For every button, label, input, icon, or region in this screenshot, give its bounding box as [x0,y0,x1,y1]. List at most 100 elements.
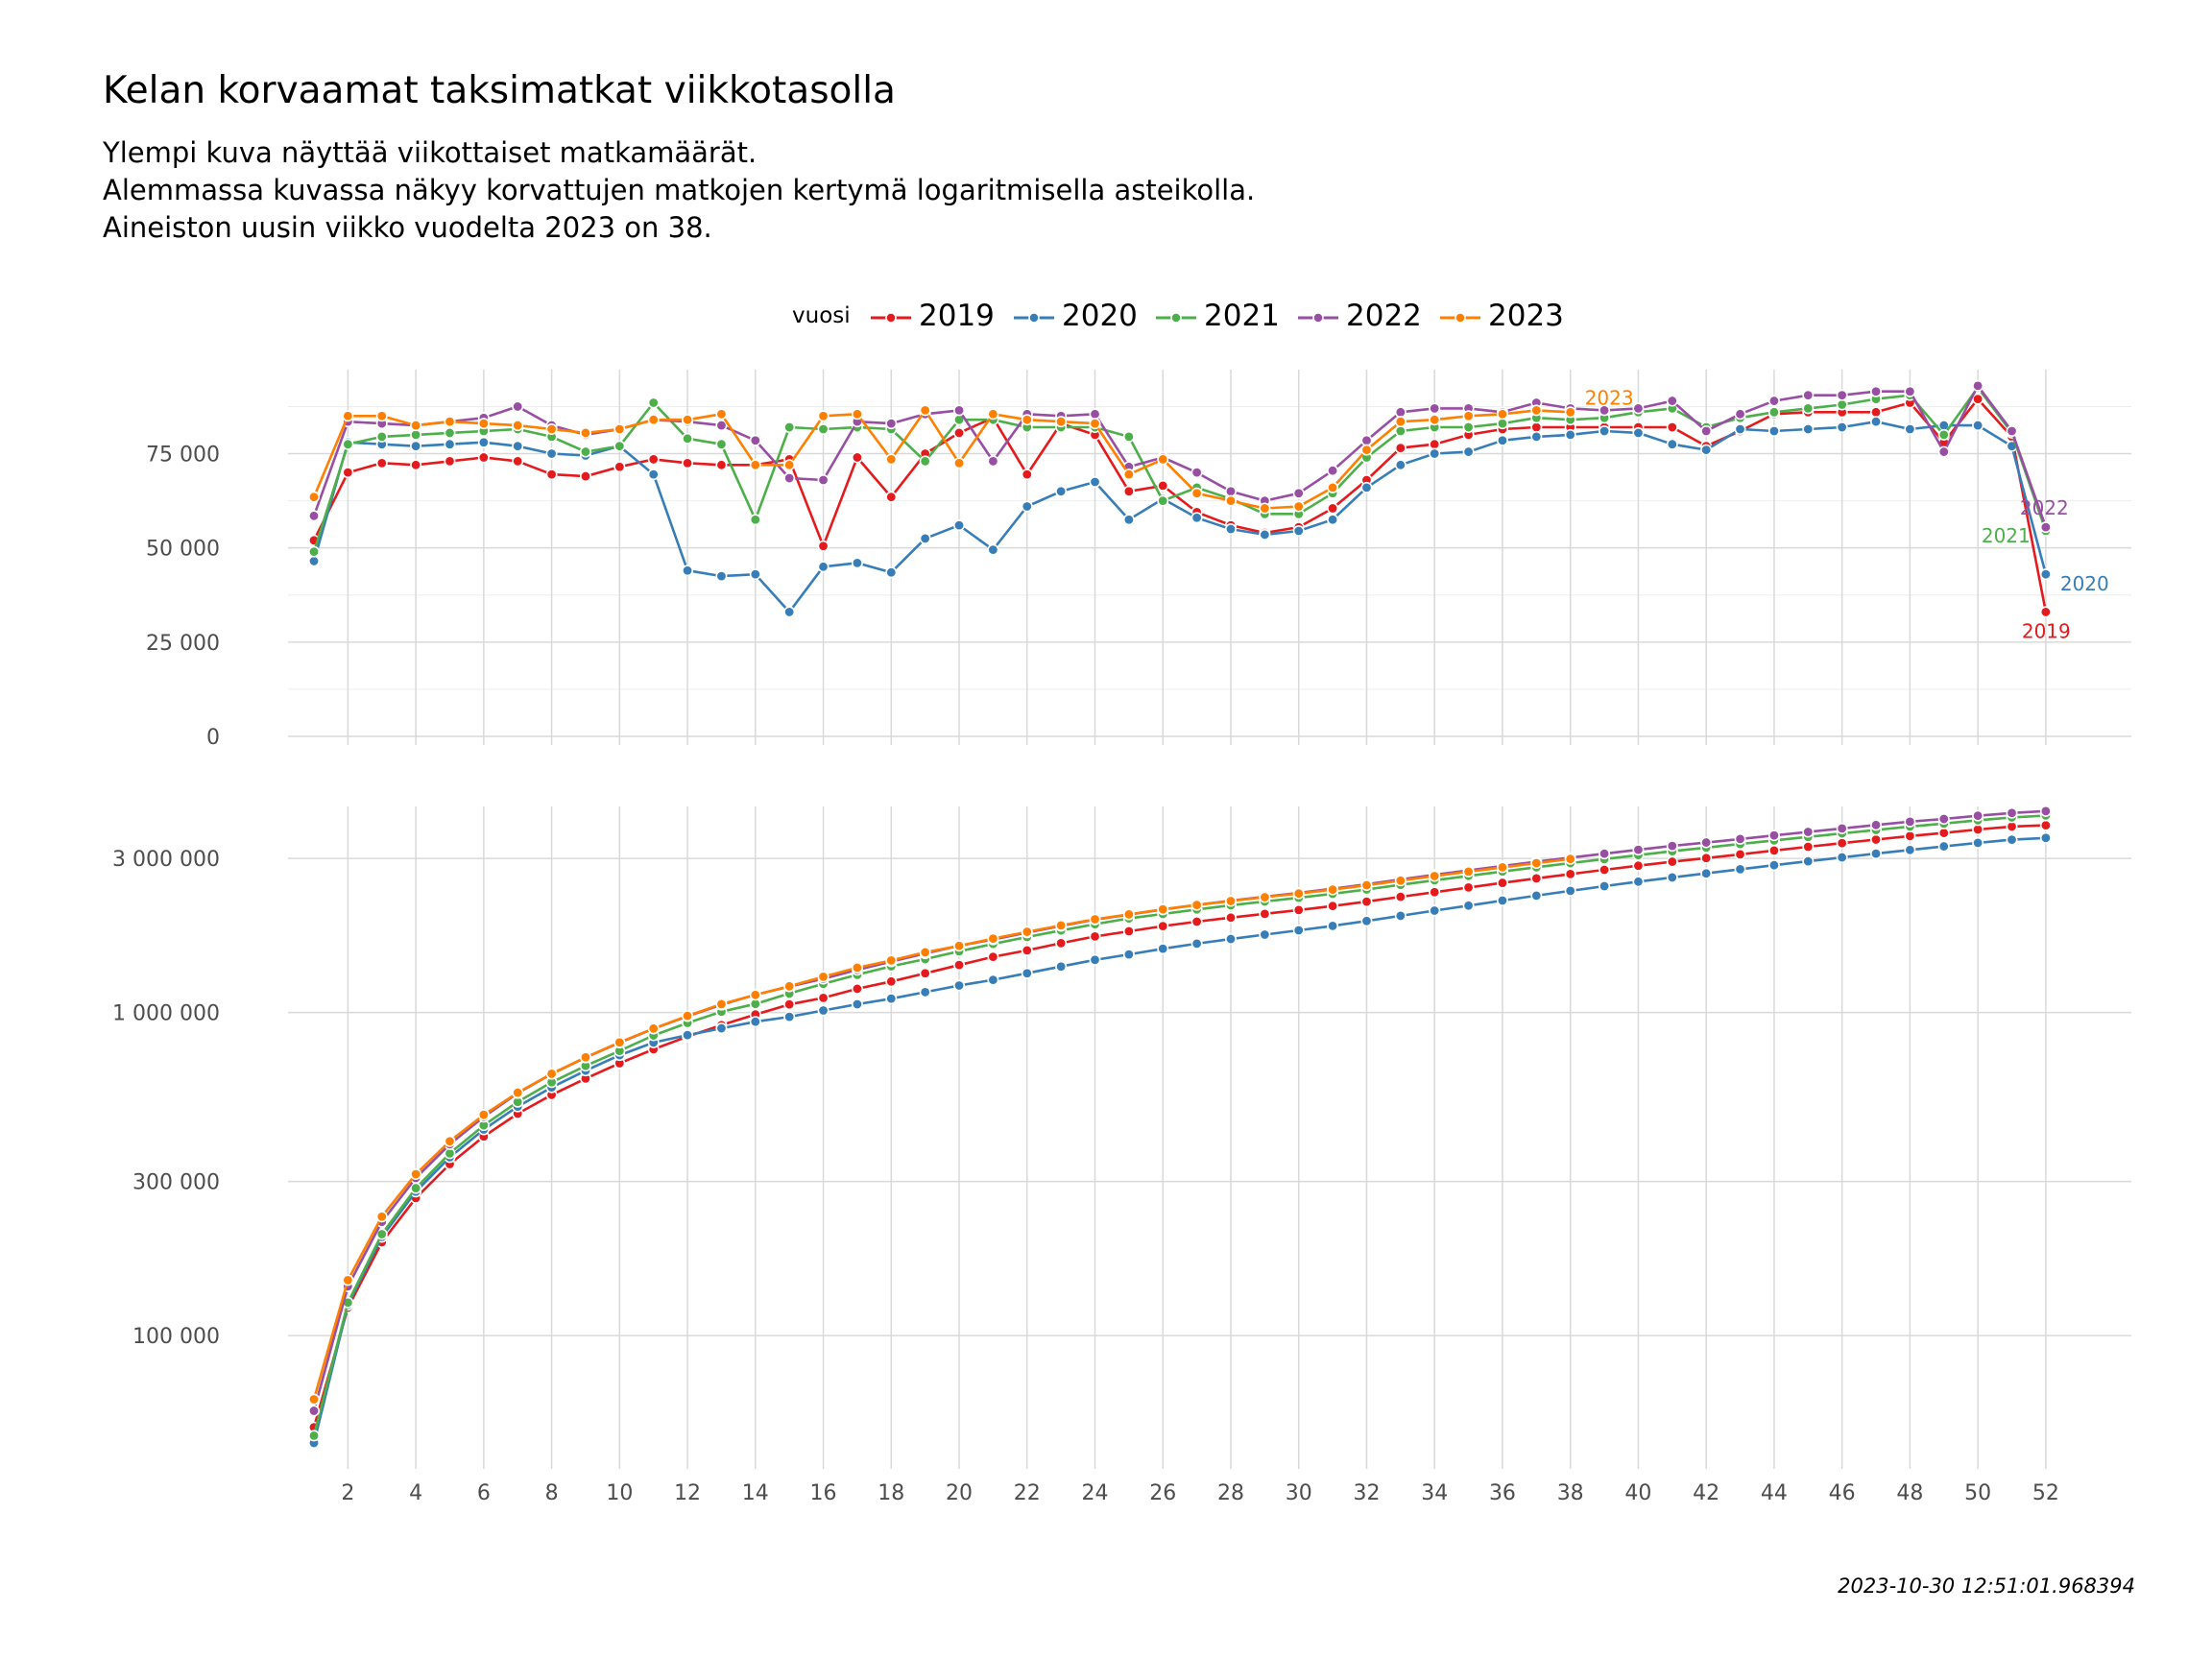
data-point-2023 [1157,453,1169,466]
data-point-2023 [817,971,830,983]
legend-key-2022 [1298,312,1338,324]
data-point-2022 [1836,389,1848,401]
data-point-2023 [953,457,966,469]
series-end-label-2020: 2020 [2060,572,2109,595]
data-point-2020 [919,532,931,544]
data-point-2019 [817,540,830,552]
x-tick-label: 36 [1489,1481,1516,1505]
data-point-2023 [1394,416,1407,428]
data-point-2022 [1734,832,1746,845]
data-point-2023 [1122,469,1135,481]
data-point-2019 [1530,421,1543,434]
data-point-2023 [987,932,999,945]
series-line-2022 [312,809,2046,1411]
data-point-2022 [1429,402,1441,415]
data-point-2021 [715,438,728,450]
data-point-2023 [1394,875,1407,887]
data-point-2023 [1292,887,1305,900]
data-point-2023 [375,1211,388,1223]
data-point-2022 [307,510,320,522]
data-point-2023 [749,459,761,471]
data-point-2019 [885,491,898,503]
x-tick-label: 28 [1217,1481,1244,1505]
data-point-2023 [1055,919,1068,931]
data-point-2023 [1259,502,1271,515]
data-point-2019 [1122,485,1135,497]
data-point-2023 [613,1036,626,1048]
data-point-2021 [1496,418,1508,430]
data-point-2023 [1157,903,1169,916]
data-point-2022 [1904,815,1916,828]
chart-title: Kelan korvaamat taksimatkat viikkotasoll… [103,69,896,112]
data-point-2022 [1972,379,1984,392]
data-point-2019 [1429,438,1441,450]
data-point-2020 [783,1011,796,1023]
data-point-2023 [1021,414,1033,426]
data-point-2021 [307,545,320,558]
data-point-2020 [1666,871,1678,883]
x-tick-label: 4 [409,1481,422,1505]
x-tick-label: 20 [946,1481,973,1505]
data-point-2019 [1870,833,1883,846]
data-point-2022 [1089,408,1101,421]
data-point-2020 [1292,925,1305,937]
data-point-2019 [783,998,796,1011]
data-point-2020 [1360,915,1373,927]
y-tick-label: 3 000 000 [112,848,220,872]
data-point-2019 [1700,852,1713,864]
data-point-2019 [1327,900,1339,912]
data-point-2023 [749,989,761,1001]
data-point-2020 [987,543,999,556]
legend-title: vuosi [792,303,851,328]
data-point-2020 [2006,833,2018,846]
data-point-2020 [1122,514,1135,526]
x-tick-label: 18 [878,1481,904,1505]
data-point-2020 [1462,445,1475,458]
data-point-2019 [1599,863,1611,876]
data-point-2019 [444,455,456,468]
data-point-2023 [851,961,863,974]
data-point-2020 [477,436,490,448]
data-point-2019 [715,459,728,471]
data-point-2021 [444,426,456,439]
data-point-2022 [1767,830,1780,842]
data-point-2023 [1360,444,1373,456]
data-point-2019 [953,959,966,972]
data-point-2022 [953,404,966,417]
data-point-2020 [1564,884,1576,897]
data-point-2023 [1327,883,1339,896]
data-point-2023 [1122,908,1135,921]
data-point-2023 [1327,481,1339,493]
data-point-2022 [1802,826,1815,838]
data-point-2023 [1496,408,1508,421]
data-point-2019 [1224,911,1237,924]
data-point-2022 [1224,485,1237,497]
data-point-2020 [1767,859,1780,872]
legend-label-2021: 2021 [1204,299,1280,333]
data-point-2023 [1429,414,1441,426]
data-point-2023 [851,408,863,421]
data-point-2020 [851,998,863,1011]
data-point-2020 [953,979,966,992]
data-point-2023 [512,420,524,432]
data-point-2023 [1462,410,1475,422]
x-tick-label: 6 [477,1481,491,1505]
data-point-2020 [1190,512,1203,524]
data-point-2023 [1496,861,1508,874]
data-point-2021 [919,455,931,468]
data-point-2022 [2006,424,2018,437]
x-tick-label: 34 [1421,1481,1448,1505]
data-point-2022 [1632,844,1645,856]
data-point-2020 [1937,840,1950,853]
data-point-2019 [1021,469,1033,481]
subtitle-line-1: Ylempi kuva näyttää viikottaiset matkamä… [103,136,757,169]
data-point-2019 [1292,903,1305,916]
data-point-2019 [1259,907,1271,920]
data-point-2023 [1429,870,1441,882]
y-tick-label: 50 000 [146,538,220,562]
y-tick-label: 1 000 000 [112,1002,220,1026]
data-point-2019 [1190,916,1203,928]
data-point-2023 [1530,404,1543,417]
data-point-2023 [1564,853,1576,865]
data-point-2020 [1360,481,1373,493]
